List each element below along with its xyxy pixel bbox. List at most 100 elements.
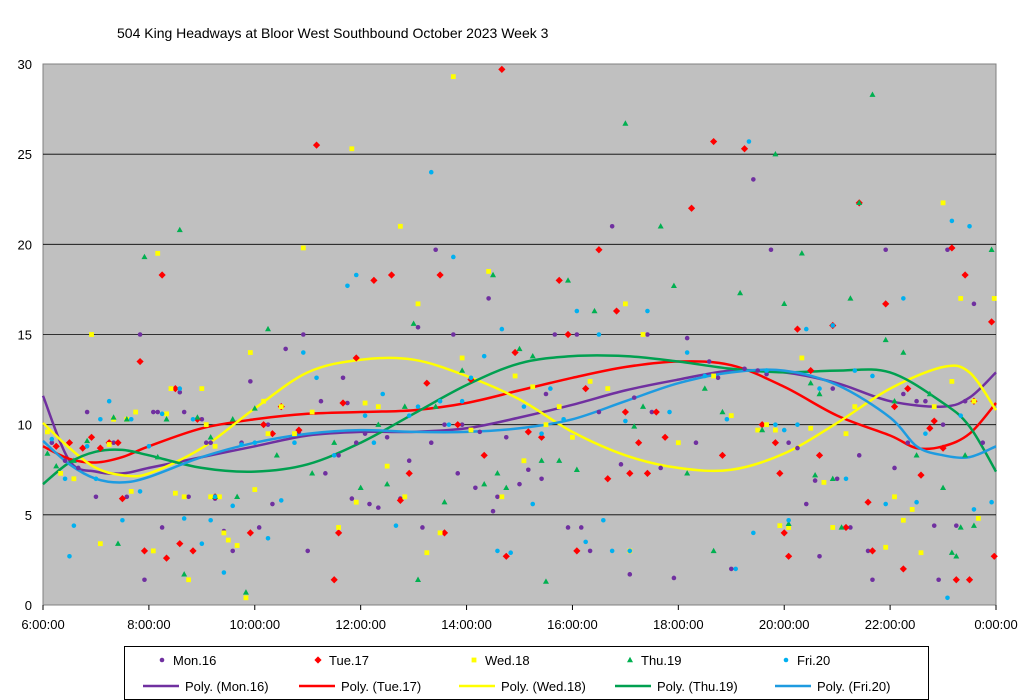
data-point-s2	[771, 439, 779, 447]
data-point-s5	[181, 516, 187, 521]
data-point-s4	[785, 520, 792, 527]
data-point-s2	[158, 271, 166, 279]
data-point-s4	[242, 589, 249, 595]
data-point-s3	[309, 409, 315, 415]
data-point-s4	[913, 452, 920, 458]
x-tick-label: 16:00:00	[547, 617, 598, 632]
data-point-s5	[561, 416, 566, 422]
data-point-s3	[424, 550, 430, 556]
data-point-s5	[393, 523, 399, 528]
data-point-s1	[305, 548, 311, 554]
data-point-s5	[459, 398, 465, 404]
data-point-s5	[508, 550, 513, 556]
data-point-s4	[631, 423, 638, 429]
data-point-s2	[785, 552, 793, 560]
data-point-s1	[137, 332, 143, 337]
data-point-s3	[164, 411, 169, 417]
data-point-s3	[58, 470, 64, 476]
data-point-s4	[891, 398, 898, 404]
data-point-s1	[84, 409, 90, 415]
data-point-s1	[336, 453, 341, 458]
data-point-s1	[751, 177, 756, 182]
data-point-s4	[719, 408, 726, 415]
y-tick-label: 25	[18, 147, 32, 162]
data-point-s2	[793, 325, 802, 333]
data-point-s3	[172, 490, 178, 496]
data-point-s2	[807, 366, 815, 375]
data-point-s4	[816, 390, 823, 397]
data-point-s1	[905, 440, 911, 446]
data-point-s5	[574, 308, 580, 314]
data-point-s5	[923, 431, 928, 436]
data-point-s2	[948, 244, 956, 252]
data-point-s4	[207, 434, 214, 440]
legend-marker-shape	[471, 657, 477, 663]
data-point-s1	[627, 572, 633, 577]
trendlines	[41, 354, 998, 486]
data-point-s3	[975, 516, 981, 521]
data-point-s1	[856, 453, 862, 458]
data-point-s2	[815, 451, 824, 459]
data-point-s3	[991, 296, 997, 301]
legend-label: Poly. (Thu.19)	[657, 678, 738, 694]
data-point-s2	[868, 547, 877, 555]
data-point-s1	[901, 391, 906, 397]
data-point-s1	[477, 429, 483, 435]
data-point-s4	[181, 571, 188, 577]
data-point-s5	[292, 440, 297, 446]
data-point-s4	[684, 470, 691, 476]
data-point-s3	[89, 332, 94, 337]
data-point-s5	[786, 517, 791, 523]
data-point-s1	[349, 496, 355, 501]
data-point-s5	[120, 517, 125, 523]
data-point-s2	[604, 475, 612, 483]
trendline-3	[42, 356, 998, 478]
data-point-s4	[838, 524, 845, 530]
data-point-s5	[958, 413, 964, 418]
data-point-s4	[856, 199, 863, 206]
data-point-s2	[65, 439, 74, 447]
data-point-s3	[821, 479, 827, 485]
data-point-s5	[539, 431, 544, 436]
legend-line	[299, 684, 335, 688]
x-tick-label: 12:00:00	[335, 617, 386, 632]
data-point-s4	[265, 325, 272, 332]
legend-marker-shape	[159, 657, 165, 663]
data-point-s1	[186, 494, 191, 500]
data-point-s1	[62, 458, 68, 464]
data-point-s5	[583, 539, 588, 545]
data-point-s3	[336, 525, 342, 530]
data-point-s1	[248, 379, 253, 384]
data-point-s1	[980, 440, 986, 446]
data-point-s2	[171, 385, 179, 393]
data-point-s1	[503, 434, 509, 440]
data-point-s4	[194, 414, 201, 420]
data-point-s1	[914, 398, 919, 404]
data-point-s1	[883, 247, 888, 253]
data-point-s5	[883, 501, 888, 507]
data-point-s1	[283, 346, 288, 352]
data-point-s5	[781, 427, 787, 433]
data-point-s3	[437, 530, 443, 536]
data-point-s5	[901, 296, 906, 301]
legend-item: Mon.16	[157, 650, 216, 670]
data-point-s2	[502, 552, 510, 560]
data-point-s5	[177, 386, 183, 391]
data-point-s4	[988, 246, 995, 252]
legend-item: Poly. (Mon.16)	[143, 676, 269, 696]
legend-label: Poly. (Mon.16)	[185, 678, 269, 694]
legend-label: Poly. (Wed.18)	[501, 678, 586, 694]
data-point-s3	[278, 404, 284, 410]
data-point-s3	[150, 548, 156, 554]
data-point-s4	[556, 457, 563, 463]
data-point-s3	[486, 268, 492, 274]
data-point-s2	[405, 469, 413, 477]
data-point-s1	[728, 566, 734, 572]
data-point-s1	[159, 525, 165, 530]
data-point-s2	[890, 403, 899, 411]
data-point-s1	[433, 247, 438, 253]
data-point-s2	[295, 426, 303, 434]
data-point-s5	[137, 489, 143, 494]
data-point-s4	[900, 349, 907, 355]
data-point-s2	[687, 204, 696, 212]
